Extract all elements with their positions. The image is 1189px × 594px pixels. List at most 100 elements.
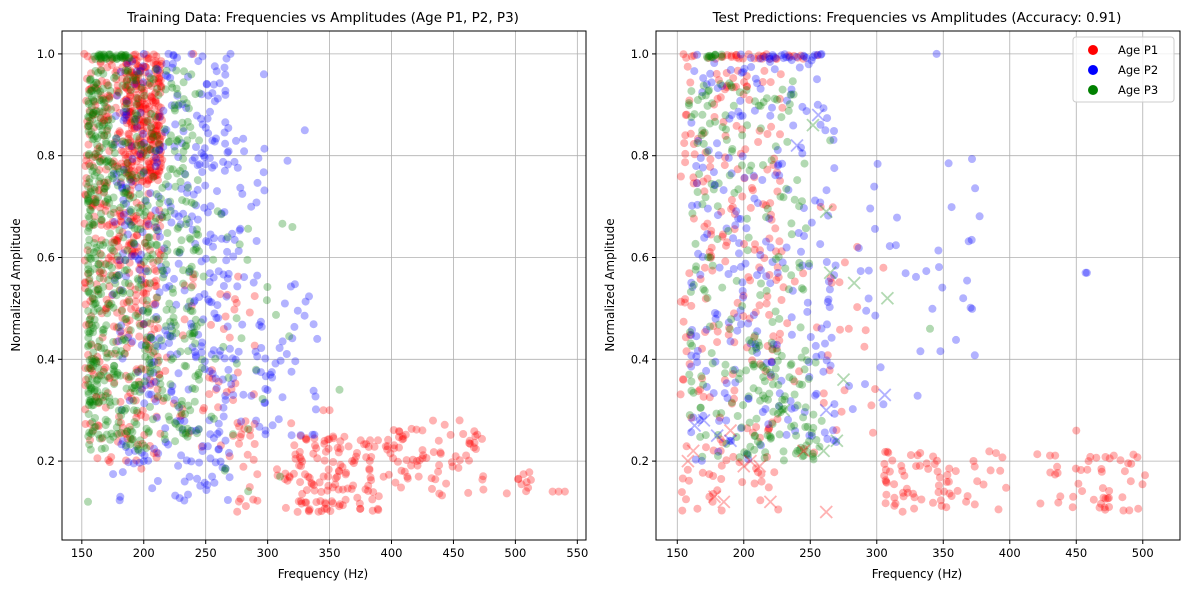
test-point-p3 bbox=[701, 193, 710, 202]
training-point-p3 bbox=[124, 373, 133, 382]
training-chart: Training Data: Frequencies vs Amplitudes… bbox=[9, 10, 588, 581]
training-point-p1 bbox=[108, 217, 117, 226]
training-point-p2 bbox=[166, 331, 174, 340]
test-point-p2 bbox=[830, 164, 839, 173]
training-point-p1 bbox=[150, 394, 159, 403]
test-point-p1 bbox=[880, 459, 889, 468]
training-point-p3 bbox=[188, 131, 197, 140]
test-point-p2 bbox=[744, 394, 753, 403]
training-point-p1 bbox=[137, 152, 146, 161]
test-point-p1 bbox=[1127, 459, 1136, 468]
training-point-p3 bbox=[142, 444, 151, 453]
training-point-p1 bbox=[438, 491, 446, 500]
training-point-p1 bbox=[97, 236, 106, 245]
test-point-p3 bbox=[768, 345, 777, 353]
training-point-p2 bbox=[160, 270, 169, 279]
test-point-p2 bbox=[952, 335, 960, 344]
test-point-p2 bbox=[798, 149, 807, 158]
test-point-p1 bbox=[1076, 466, 1085, 474]
training-point-p2 bbox=[204, 91, 213, 100]
training-point-p3 bbox=[90, 394, 99, 403]
training-point-p2 bbox=[118, 184, 127, 193]
training-point-p1 bbox=[127, 339, 136, 347]
training-point-p1 bbox=[100, 178, 109, 187]
test-point-p2 bbox=[779, 54, 788, 63]
training-point-p2 bbox=[234, 247, 243, 255]
legend-label-p3: Age P3 bbox=[1118, 83, 1158, 97]
training-point-p3 bbox=[105, 94, 114, 103]
training-point-p1 bbox=[150, 105, 159, 113]
test-point-p1 bbox=[772, 344, 781, 353]
test-point-p2 bbox=[722, 379, 731, 388]
test-point-p3 bbox=[759, 98, 768, 107]
training-point-p3 bbox=[90, 52, 99, 61]
training-point-p3 bbox=[93, 387, 102, 396]
training-point-p1 bbox=[146, 145, 155, 154]
training-point-p1 bbox=[349, 459, 358, 468]
test-point-p2 bbox=[827, 333, 836, 342]
training-point-p1 bbox=[101, 304, 110, 313]
test-point-p2 bbox=[725, 114, 734, 123]
training-point-p3 bbox=[110, 367, 119, 376]
training-point-p1 bbox=[147, 175, 156, 183]
training-point-p1 bbox=[111, 68, 120, 77]
training-point-p3 bbox=[186, 406, 195, 415]
training-point-p1 bbox=[124, 141, 133, 150]
training-point-p1 bbox=[157, 159, 165, 168]
training-point-p1 bbox=[135, 134, 144, 143]
test-point-p1 bbox=[890, 501, 899, 510]
training-point-p1 bbox=[116, 286, 125, 295]
test-point-p3 bbox=[733, 412, 742, 420]
test-x-tick-label: 400 bbox=[999, 546, 1021, 560]
training-point-p3 bbox=[109, 204, 118, 213]
test-point-p1 bbox=[1097, 499, 1105, 508]
test-point-p1 bbox=[685, 96, 694, 105]
test-x-tick-label: 450 bbox=[1065, 546, 1087, 560]
test-point-p2 bbox=[733, 313, 742, 322]
training-point-p3 bbox=[97, 96, 106, 105]
test-point-p1 bbox=[934, 488, 943, 497]
training-point-p1 bbox=[130, 71, 139, 79]
test-point-p2 bbox=[731, 221, 740, 230]
test-point-p2 bbox=[744, 455, 753, 464]
test-point-p1 bbox=[719, 230, 727, 239]
training-point-p1 bbox=[120, 245, 129, 254]
test-point-p2 bbox=[822, 186, 831, 195]
test-point-p3 bbox=[762, 94, 771, 103]
training-point-p3 bbox=[104, 121, 113, 130]
training-point-p2 bbox=[157, 211, 166, 220]
test-point-p2 bbox=[756, 266, 765, 275]
training-point-p3 bbox=[173, 401, 182, 410]
training-point-p2 bbox=[221, 139, 230, 148]
training-point-p2 bbox=[123, 216, 132, 225]
training-point-p1 bbox=[154, 248, 163, 257]
test-point-p1 bbox=[884, 448, 893, 457]
test-point-p1 bbox=[770, 468, 779, 477]
test-point-p2 bbox=[750, 194, 759, 203]
training-point-p1 bbox=[127, 435, 135, 444]
training-point-p3 bbox=[232, 359, 241, 368]
test-point-p1 bbox=[898, 467, 907, 475]
test-point-p2 bbox=[703, 204, 712, 213]
training-point-p3 bbox=[89, 81, 98, 90]
training-point-p3 bbox=[95, 147, 104, 156]
test-point-p3 bbox=[686, 339, 695, 348]
training-point-p3 bbox=[113, 368, 122, 377]
training-point-p1 bbox=[143, 99, 151, 108]
training-point-p3 bbox=[146, 367, 155, 376]
training-point-p1 bbox=[429, 448, 438, 457]
training-point-p1 bbox=[105, 282, 114, 291]
test-point-p2 bbox=[688, 326, 696, 334]
test-point-p2 bbox=[782, 243, 791, 252]
test-point-p2 bbox=[820, 428, 829, 437]
training-point-p1 bbox=[124, 86, 133, 94]
training-point-p3 bbox=[90, 264, 99, 273]
training-point-p2 bbox=[197, 342, 206, 351]
training-point-p1 bbox=[302, 434, 311, 443]
test-point-p2 bbox=[821, 126, 830, 135]
test-point-p2 bbox=[775, 171, 784, 180]
training-point-p1 bbox=[102, 201, 111, 210]
training-point-p3 bbox=[184, 104, 193, 113]
training-point-p2 bbox=[153, 158, 162, 167]
test-point-p3 bbox=[703, 52, 711, 61]
